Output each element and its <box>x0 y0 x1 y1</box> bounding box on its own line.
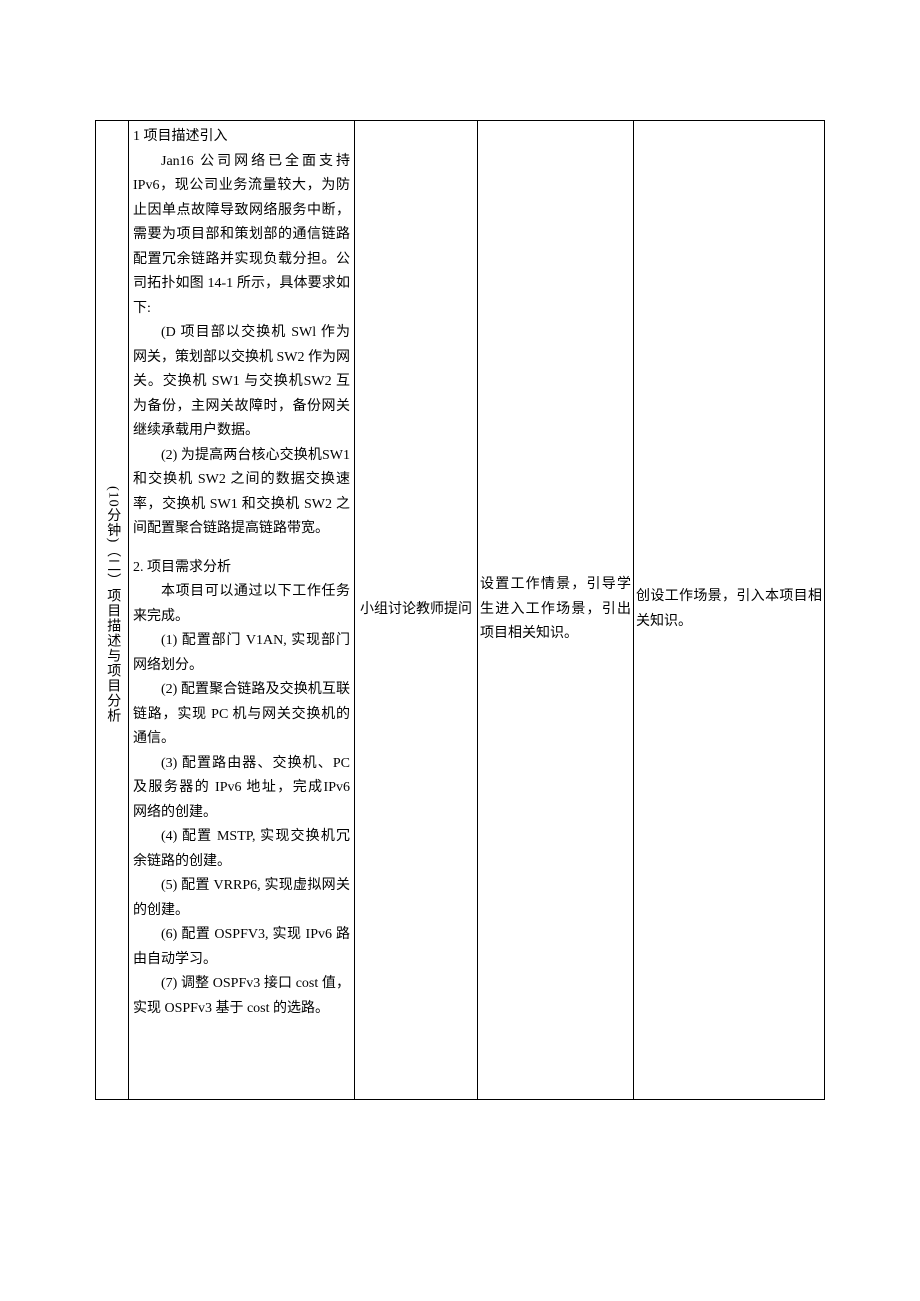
teacher-activity-text: 设置工作情景，引导学生进入工作场景，引出项目相关知识。 <box>480 577 631 641</box>
paragraph: (D 项目部以交换机 SWl 作为网关，策划部以交换机 SW2 作为网关。交换机… <box>133 321 350 444</box>
paragraph: (4) 配置 MSTP, 实现交换机冗余链路的创建。 <box>133 825 350 874</box>
section-label-cell: (10分钟)（二）项目描述与项目分析 <box>96 121 129 1100</box>
paragraph: (6) 配置 OSPFV3, 实现 IPv6 路由自动学习。 <box>133 923 350 972</box>
paragraph: 本项目可以通过以下工作任务来完成。 <box>133 580 350 629</box>
design-intent-cell: 创设工作场景，引入本项目相关知识。 <box>634 121 825 1100</box>
heading-1: 1 项目描述引入 <box>133 125 350 150</box>
lesson-plan-table: (10分钟)（二）项目描述与项目分析 1 项目描述引入 Jan16 公司网络已全… <box>95 120 825 1100</box>
document-page: (10分钟)（二）项目描述与项目分析 1 项目描述引入 Jan16 公司网络已全… <box>0 0 920 1160</box>
table-row: (10分钟)（二）项目描述与项目分析 1 项目描述引入 Jan16 公司网络已全… <box>96 121 825 1100</box>
paragraph: (5) 配置 VRRP6, 实现虚拟网关的创建。 <box>133 874 350 923</box>
paragraph: (2) 为提高两台核心交换机SW1 和交换机 SW2 之间的数据交换速率，交换机… <box>133 444 350 542</box>
paragraph: Jan16 公司网络已全面支持 IPv6，现公司业务流量较大，为防止因单点故障导… <box>133 150 350 322</box>
paragraph: (2) 配置聚合链路及交换机互联链路，实现 PC 机与网关交换机的通信。 <box>133 678 350 752</box>
method-text: 小组讨论教师提问 <box>360 602 472 617</box>
paragraph: (3) 配置路由器、交换机、PC及服务器的 IPv6 地址，完成IPv6 网络的… <box>133 752 350 826</box>
content-cell: 1 项目描述引入 Jan16 公司网络已全面支持 IPv6，现公司业务流量较大，… <box>129 121 355 1100</box>
section-label: (10分钟)（二）项目描述与项目分析 <box>100 486 125 723</box>
teacher-activity-cell: 设置工作情景，引导学生进入工作场景，引出项目相关知识。 <box>478 121 634 1100</box>
paragraph: (7) 调整 OSPFv3 接口 cost 值，实现 OSPFv3 基于 cos… <box>133 972 350 1021</box>
design-intent-text: 创设工作场景，引入本项目相关知识。 <box>636 589 822 629</box>
heading-2: 2. 项目需求分析 <box>133 556 350 581</box>
method-cell: 小组讨论教师提问 <box>355 121 478 1100</box>
paragraph: (1) 配置部门 V1AN, 实现部门网络划分。 <box>133 629 350 678</box>
